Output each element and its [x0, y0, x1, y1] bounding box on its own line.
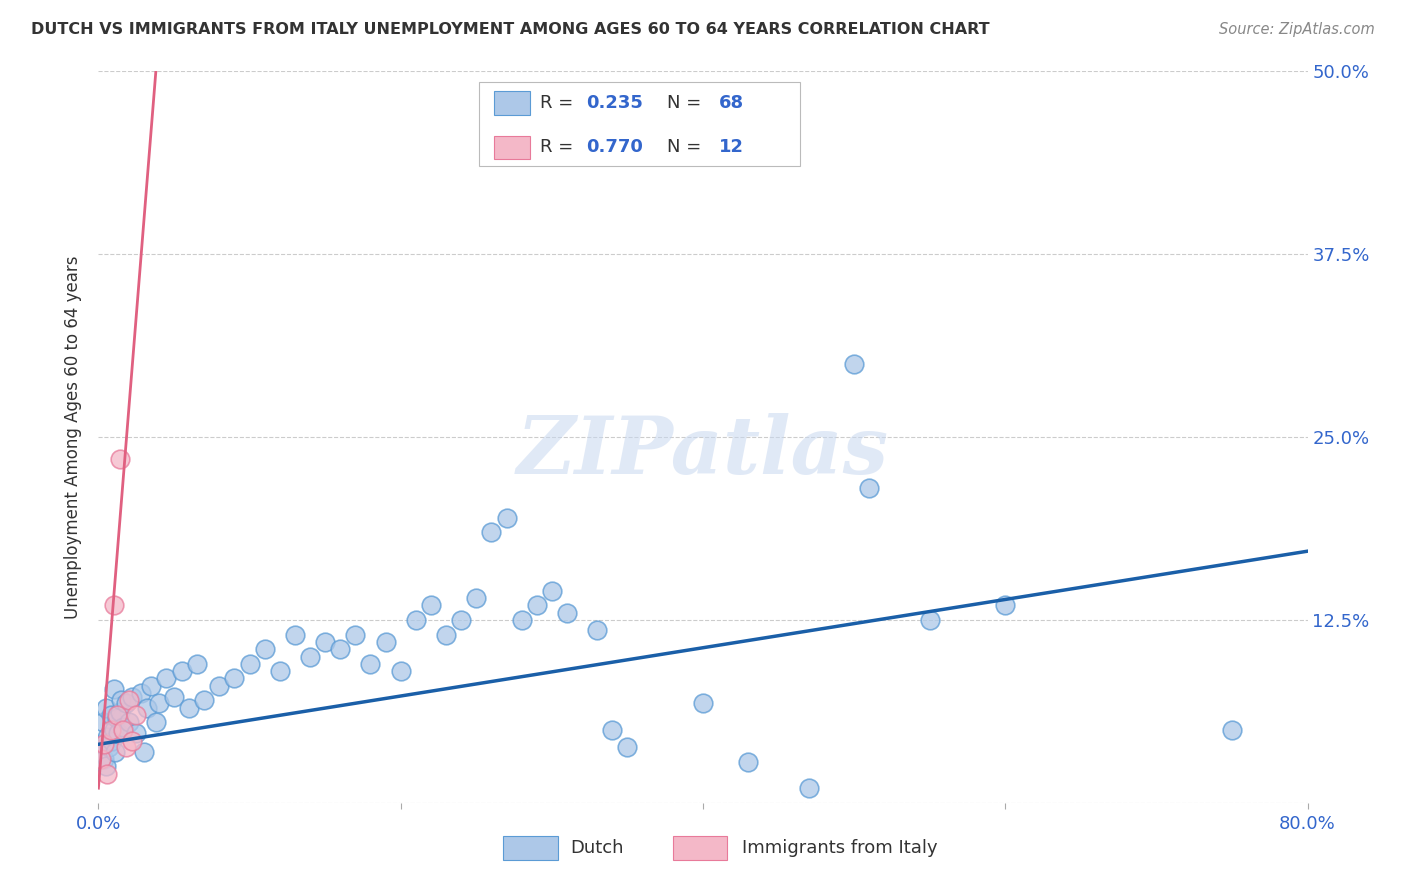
Point — [90, 737, 112, 751]
Point — [100, 708, 122, 723]
FancyBboxPatch shape — [494, 136, 530, 159]
Text: 12: 12 — [718, 138, 744, 156]
Point — [91, 715, 114, 730]
Point — [420, 599, 443, 613]
Point — [360, 657, 382, 671]
Point — [797, 781, 820, 796]
FancyBboxPatch shape — [672, 837, 727, 860]
Point — [314, 635, 336, 649]
Point — [125, 725, 148, 739]
Point — [602, 723, 624, 737]
Point — [616, 740, 638, 755]
Point — [450, 613, 472, 627]
Text: N =: N = — [666, 94, 707, 112]
Point — [540, 583, 562, 598]
Point — [111, 723, 134, 737]
FancyBboxPatch shape — [494, 91, 530, 114]
Point — [374, 635, 396, 649]
Point — [526, 599, 548, 613]
Point — [481, 525, 503, 540]
Text: DUTCH VS IMMIGRANTS FROM ITALY UNEMPLOYMENT AMONG AGES 60 TO 64 YEARS CORRELATIO: DUTCH VS IMMIGRANTS FROM ITALY UNEMPLOYM… — [31, 22, 990, 37]
Point — [179, 700, 201, 714]
Point — [170, 664, 193, 678]
Point — [125, 708, 148, 723]
Point — [495, 510, 517, 524]
Point — [465, 591, 488, 605]
Point — [405, 613, 427, 627]
Point — [224, 672, 246, 686]
Point — [129, 686, 152, 700]
Point — [269, 664, 291, 678]
Point — [737, 755, 759, 769]
Point — [118, 693, 141, 707]
Point — [93, 752, 115, 766]
Point — [105, 708, 128, 723]
Point — [844, 357, 866, 371]
Point — [110, 693, 132, 707]
Point — [121, 690, 143, 705]
Point — [101, 734, 124, 748]
Point — [186, 657, 208, 671]
Text: Source: ZipAtlas.com: Source: ZipAtlas.com — [1219, 22, 1375, 37]
Point — [90, 752, 112, 766]
Point — [96, 766, 118, 780]
Text: ZIPatlas: ZIPatlas — [517, 413, 889, 491]
Point — [586, 623, 609, 637]
Point — [114, 740, 136, 755]
Point — [163, 690, 186, 705]
Point — [132, 745, 155, 759]
Text: 0.770: 0.770 — [586, 138, 643, 156]
Point — [329, 642, 352, 657]
Point — [510, 613, 533, 627]
Point — [145, 715, 167, 730]
FancyBboxPatch shape — [479, 82, 800, 167]
Point — [692, 696, 714, 710]
Point — [121, 734, 143, 748]
Point — [253, 642, 276, 657]
Point — [284, 627, 307, 641]
Point — [239, 657, 262, 671]
Point — [103, 723, 125, 737]
Point — [994, 599, 1017, 613]
Point — [114, 696, 136, 710]
Point — [96, 730, 118, 744]
Point — [1220, 723, 1243, 737]
Point — [135, 700, 157, 714]
Y-axis label: Unemployment Among Ages 60 to 64 years: Unemployment Among Ages 60 to 64 years — [65, 255, 83, 619]
Text: N =: N = — [666, 138, 707, 156]
Point — [193, 693, 215, 707]
Point — [389, 664, 412, 678]
Point — [103, 681, 125, 696]
Point — [94, 759, 117, 773]
FancyBboxPatch shape — [503, 837, 558, 860]
Point — [299, 649, 322, 664]
Text: R =: R = — [540, 94, 579, 112]
Point — [155, 672, 177, 686]
Point — [141, 679, 163, 693]
Point — [118, 715, 141, 730]
Point — [111, 720, 134, 734]
Point — [107, 725, 129, 739]
Point — [105, 711, 128, 725]
Point — [555, 606, 578, 620]
Point — [148, 696, 170, 710]
Text: 68: 68 — [718, 94, 744, 112]
Point — [103, 599, 125, 613]
Text: R =: R = — [540, 138, 579, 156]
Point — [100, 723, 122, 737]
Point — [918, 613, 941, 627]
Point — [98, 740, 121, 755]
Point — [104, 745, 127, 759]
Point — [344, 627, 367, 641]
Point — [93, 737, 115, 751]
Point — [208, 679, 231, 693]
Point — [94, 700, 117, 714]
Point — [434, 627, 457, 641]
Text: Dutch: Dutch — [569, 839, 623, 857]
Point — [108, 452, 131, 467]
Point — [858, 481, 880, 495]
Point — [108, 705, 131, 719]
Text: 0.235: 0.235 — [586, 94, 643, 112]
Text: Immigrants from Italy: Immigrants from Italy — [742, 839, 938, 857]
